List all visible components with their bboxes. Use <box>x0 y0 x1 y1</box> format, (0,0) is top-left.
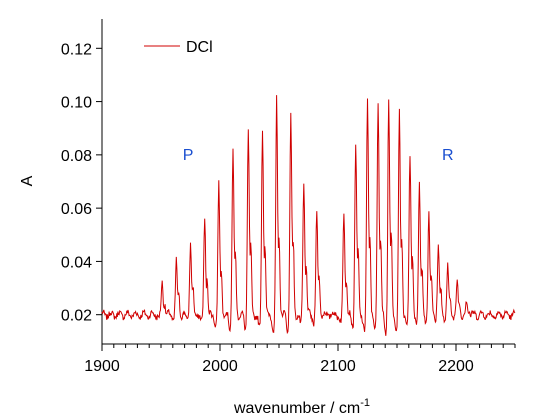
x-tick-label: 2000 <box>202 358 238 375</box>
annotation-r-branch: R <box>442 147 454 164</box>
dcl-spectrum-line <box>101 95 516 336</box>
legend-label-dcl: DCl <box>186 39 213 56</box>
x-tick-label: 2200 <box>438 358 474 375</box>
y-tick-label: 0.02 <box>61 308 92 325</box>
plot-area: 0.02 0.04 0.06 0.08 0.10 0.12 1900 2000 2100 220… <box>61 19 516 375</box>
y-axis-title: A <box>19 175 36 186</box>
x-axis-title: wavenumber / cm-1 <box>233 397 370 417</box>
y-tick-label: 0.12 <box>61 41 92 58</box>
annotation-p-branch: P <box>183 147 194 164</box>
x-tick-label: 2100 <box>320 358 356 375</box>
y-tick-label: 0.08 <box>61 148 92 165</box>
x-axis-title-text: wavenumber / cm <box>233 400 360 417</box>
x-axis-ticks: 1900 2000 2100 2200 <box>84 344 516 375</box>
x-axis-title-superscript: -1 <box>360 397 370 409</box>
x-tick-label: 1900 <box>84 358 120 375</box>
y-axis-ticks: 0.02 0.04 0.06 0.08 0.10 0.12 <box>61 41 102 325</box>
y-tick-label: 0.10 <box>61 95 92 112</box>
legend: DCl <box>144 39 213 56</box>
y-tick-label: 0.06 <box>61 201 92 218</box>
y-tick-label: 0.04 <box>61 254 92 271</box>
